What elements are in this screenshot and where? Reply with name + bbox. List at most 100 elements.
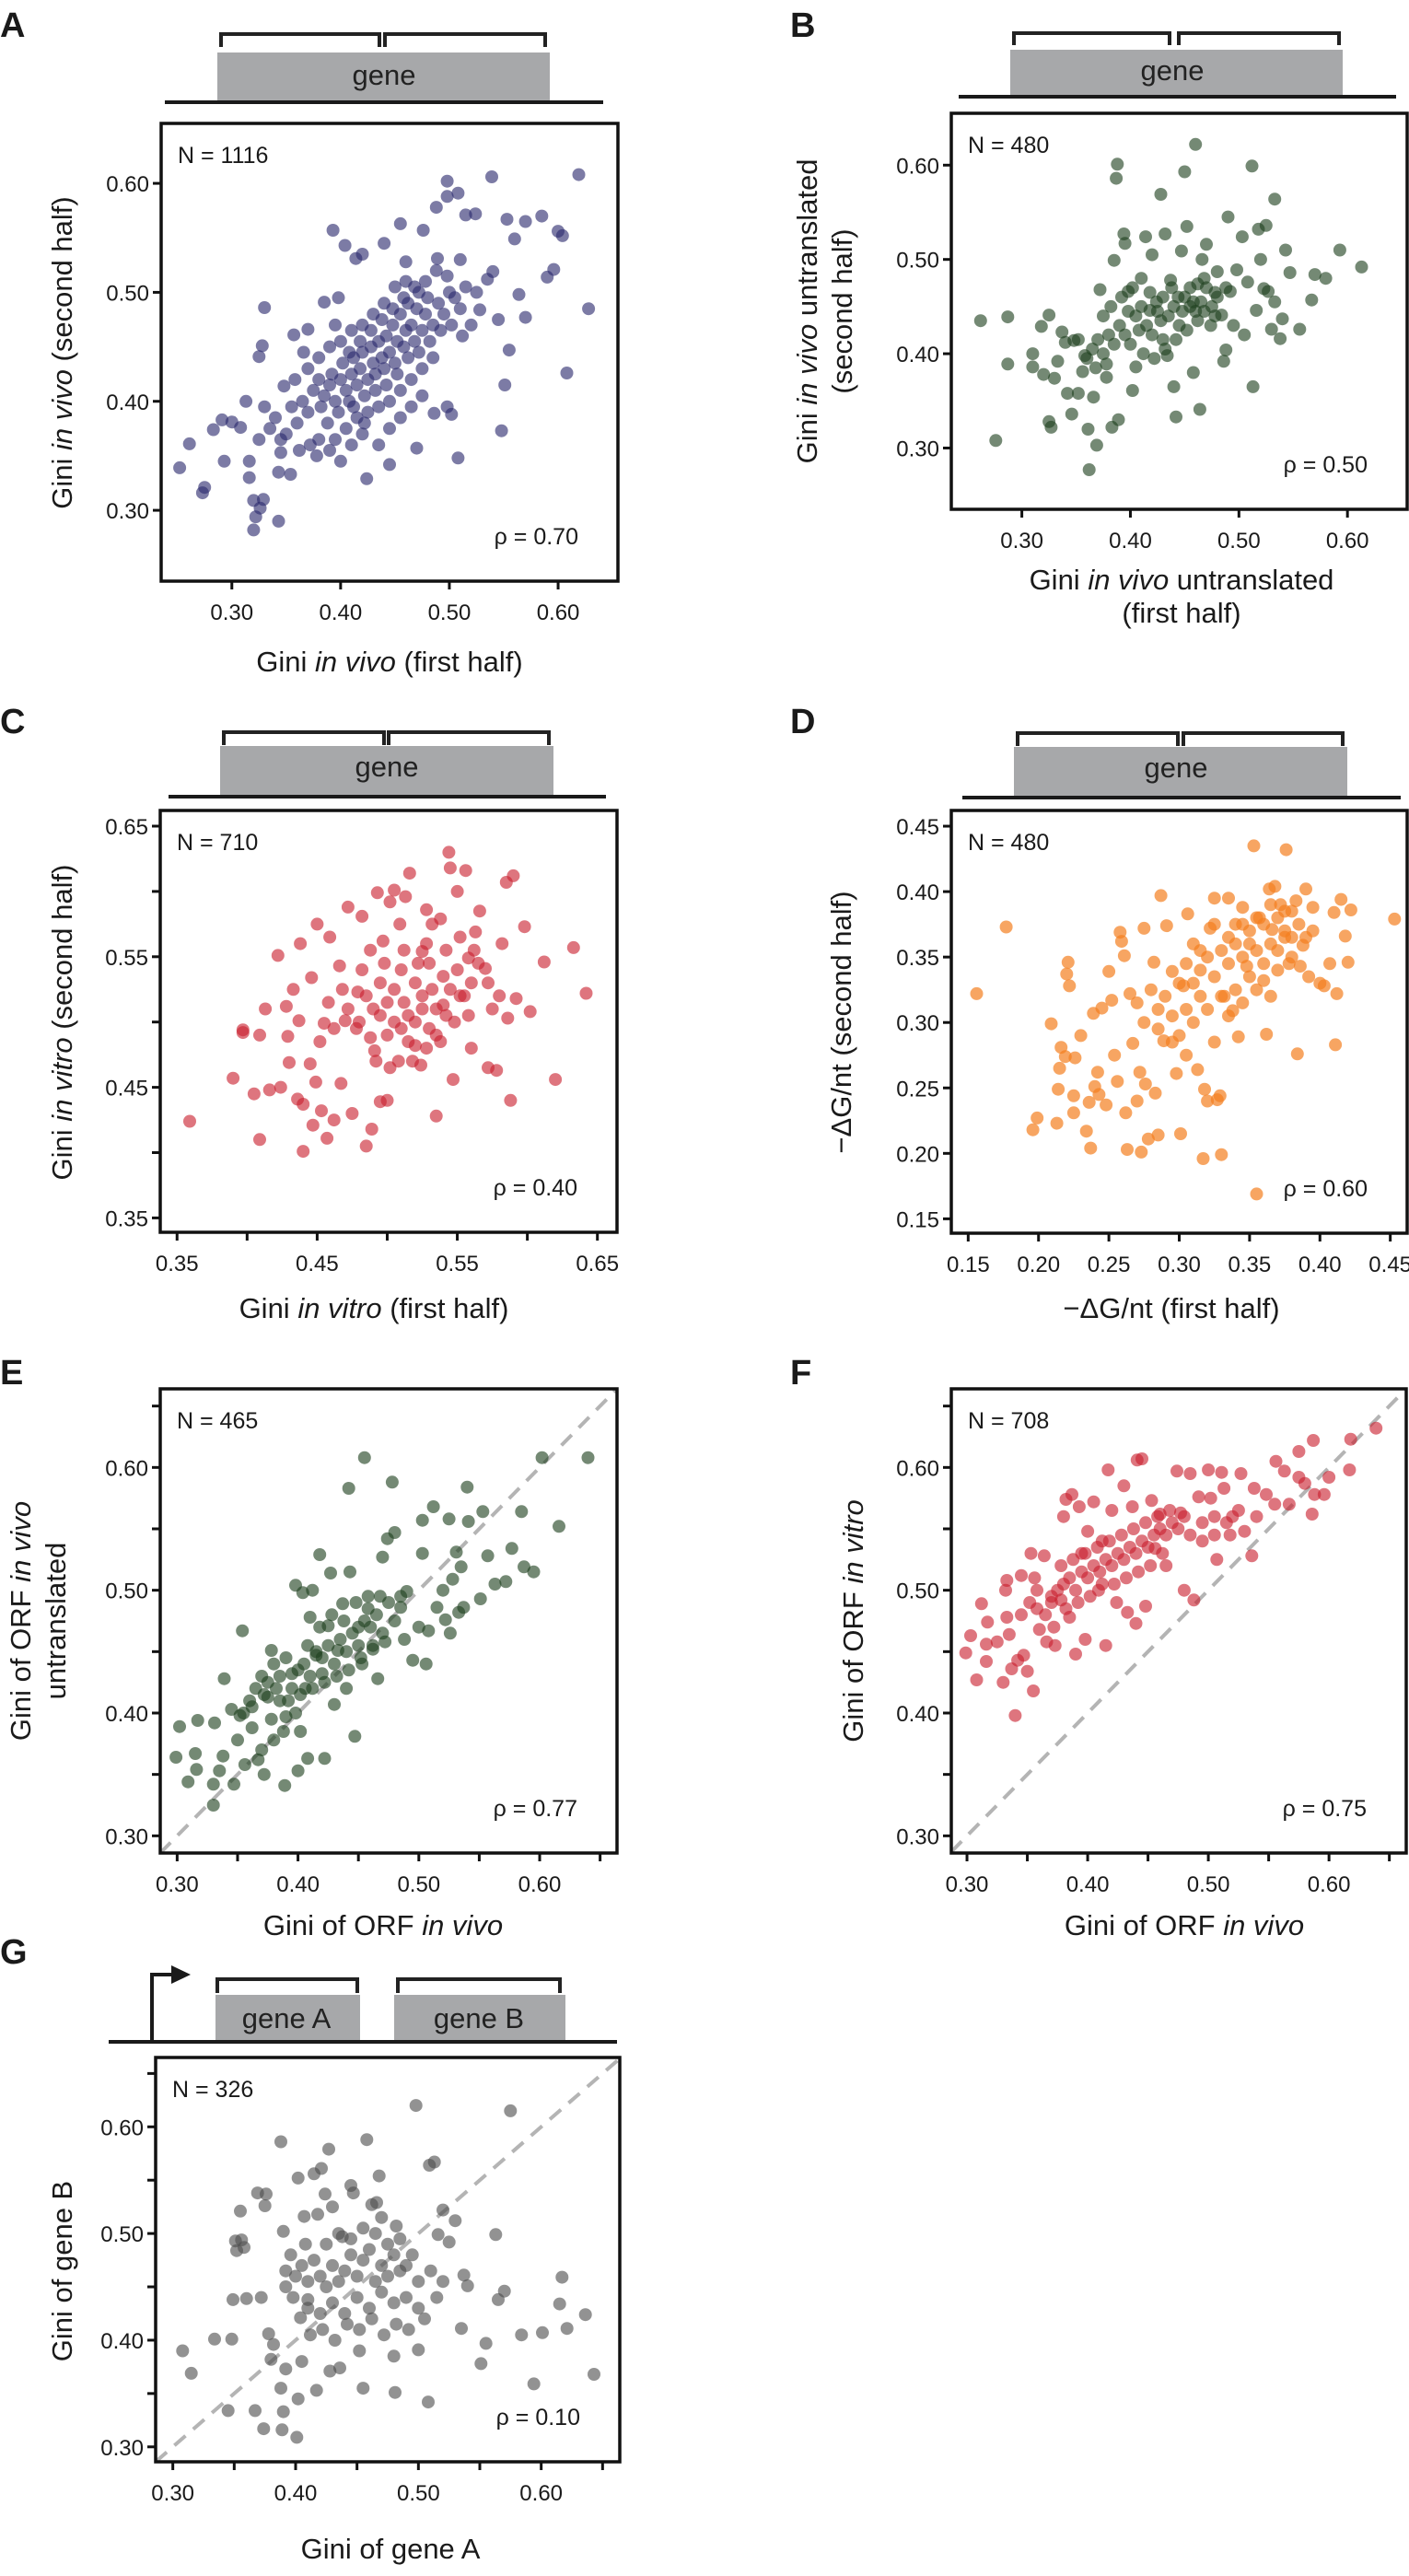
data-point — [258, 2199, 272, 2212]
data-point — [320, 2237, 333, 2251]
data-point — [272, 465, 285, 479]
data-point — [1279, 843, 1293, 857]
data-point — [260, 2187, 273, 2201]
data-point — [313, 1620, 327, 1634]
data-point — [306, 1583, 320, 1597]
data-point — [354, 334, 367, 348]
data-point — [297, 345, 310, 359]
data-point — [553, 2297, 566, 2311]
data-point — [489, 2228, 503, 2242]
data-point — [270, 1682, 283, 1696]
data-point — [373, 1590, 387, 1603]
data-point — [342, 1482, 355, 1495]
plot-frame — [949, 809, 1409, 1235]
data-point — [1037, 367, 1051, 381]
data-point — [555, 2270, 569, 2284]
data-point — [578, 2308, 592, 2322]
data-point — [301, 2275, 315, 2289]
data-point — [399, 255, 413, 269]
data-point — [420, 937, 434, 950]
data-point — [332, 291, 345, 305]
data-point — [1082, 1095, 1096, 1109]
data-point — [254, 2290, 268, 2304]
data-point — [448, 2214, 462, 2228]
data-point — [1305, 1508, 1319, 1521]
data-point — [375, 313, 389, 326]
data-point — [1195, 1534, 1209, 1548]
data-point — [1059, 1602, 1073, 1615]
data-point — [1231, 1030, 1245, 1043]
data-point — [1112, 319, 1126, 332]
n-count-label: N = 465 — [177, 1408, 258, 1434]
data-point — [1143, 286, 1157, 299]
y-tick-label: 0.60 — [896, 154, 939, 179]
x-axis-label: Gini in vivo untranslated (first half) — [1030, 564, 1334, 629]
data-point — [1137, 1016, 1151, 1030]
y-tick-label: 0.40 — [105, 1702, 148, 1727]
promoter-arrow — [150, 1973, 180, 2042]
data-point — [397, 996, 411, 1009]
data-point — [274, 1080, 287, 1094]
data-point — [420, 903, 434, 916]
data-point — [320, 416, 334, 430]
data-point — [1159, 343, 1172, 356]
y-axis-label: Gini of ORF in vivountranslated — [5, 1501, 72, 1741]
y-tick-label: 0.20 — [896, 1142, 939, 1167]
data-point — [1227, 319, 1240, 332]
data-point — [1069, 1648, 1082, 1661]
data-point — [1125, 384, 1139, 397]
data-point — [500, 213, 514, 227]
data-point — [390, 2317, 403, 2331]
data-point — [1250, 1187, 1263, 1201]
scatter-plot: 0.30 0.40 0.50 0.60 0.30 0.40 0.50 0.60 N = 708 ρ… — [896, 1387, 1408, 1897]
data-point — [1154, 188, 1168, 201]
data-point — [457, 1601, 471, 1614]
data-point — [312, 433, 326, 447]
data-point — [307, 383, 320, 397]
data-point — [1148, 1086, 1162, 1100]
data-point — [434, 1035, 448, 1048]
data-point — [1129, 360, 1143, 374]
data-point — [285, 400, 298, 414]
data-point — [375, 2210, 389, 2224]
data-point — [485, 1002, 499, 1016]
data-point — [415, 989, 429, 1003]
y-tick-label: 0.25 — [896, 1077, 939, 1102]
data-point — [473, 1592, 487, 1605]
data-point — [394, 1601, 408, 1614]
data-point — [535, 1451, 549, 1464]
data-point — [286, 983, 300, 997]
data-point — [1000, 1574, 1014, 1587]
data-point — [388, 356, 402, 370]
data-point — [1135, 1145, 1148, 1159]
data-point — [460, 1480, 474, 1494]
label-part: Gini of gene B — [46, 2181, 78, 2361]
data-point — [440, 269, 454, 283]
data-point — [383, 895, 397, 909]
data-point — [344, 1565, 356, 1579]
y-axis-label: −ΔG/nt (second half) — [825, 891, 857, 1153]
data-point — [493, 989, 507, 1003]
x-tick-label: 0.40 — [274, 2481, 318, 2506]
data-point — [1126, 1036, 1140, 1050]
data-point — [1180, 1048, 1194, 1062]
data-point — [1231, 1504, 1245, 1517]
data-point — [537, 955, 551, 969]
data-point — [1066, 1553, 1080, 1567]
y-axis-label: Gini in vivo (second half) — [46, 196, 78, 508]
data-point — [1222, 930, 1235, 944]
data-point — [1323, 957, 1336, 971]
y-axis-label: Gini of ORF in vitro — [837, 1499, 869, 1743]
data-point — [242, 454, 256, 468]
panel-letter: C — [0, 703, 25, 741]
data-point — [399, 890, 413, 903]
data-point — [1102, 1534, 1116, 1548]
n-count-label: N = 710 — [177, 830, 258, 856]
data-point — [381, 2269, 394, 2283]
label-part: (second half) — [826, 228, 858, 393]
data-point — [335, 983, 349, 997]
data-point — [1236, 996, 1250, 1009]
data-point — [467, 943, 481, 957]
data-point — [231, 1733, 244, 1747]
x-tick-label: 0.35 — [1229, 1253, 1272, 1277]
